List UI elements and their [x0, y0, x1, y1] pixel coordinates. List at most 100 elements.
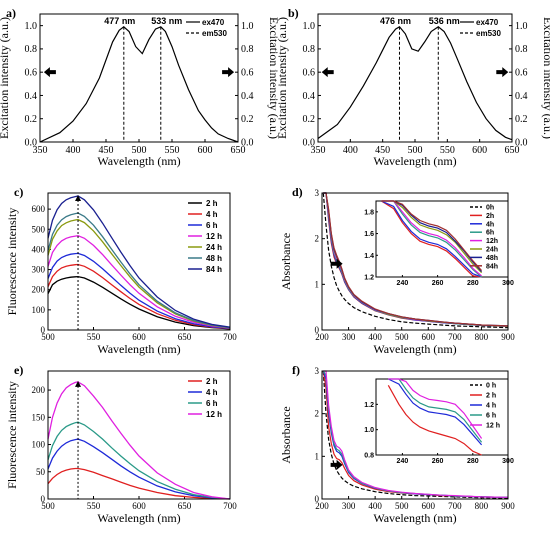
x-tick-label: 350: [311, 145, 326, 156]
panel-e: 500 550 600 650 700 0 50 100 150 200 2 h 4 h 6 h 12 h: [32, 377, 238, 511]
series-line-84h: [47, 195, 231, 328]
x-tick-label: 500: [132, 145, 147, 156]
y-tick-label: 0.2: [25, 114, 38, 125]
y-tick-label: 2: [315, 409, 320, 419]
x-tick-label: 600: [132, 501, 146, 511]
inset-series-line: [381, 200, 483, 274]
legend-label: 4 h: [206, 388, 218, 397]
y-tick-label-right: 0.8: [515, 44, 528, 55]
inset-series-line: [381, 200, 483, 271]
series-line-4h: [47, 438, 231, 500]
inset-x-tick-label: 240: [397, 280, 409, 287]
x-axis-label: Wavelength (nm): [373, 154, 456, 168]
panel-0-labels: Wavelength (nm) Excitation intensity (a.u…: [0, 6, 281, 168]
y-tick-label: 1.0: [25, 21, 38, 32]
x-tick-label: 900: [501, 501, 515, 511]
inset-x-tick-label: 300: [502, 280, 514, 287]
panel-5-labels: Wavelength (nm) Absorbance f): [279, 363, 457, 525]
x-tick-label: 300: [342, 332, 356, 342]
legend-label: 0h: [486, 205, 494, 212]
legend-label: 12h: [486, 238, 498, 245]
y-tick-label: 200: [32, 385, 46, 395]
legend-label: 6 h: [486, 413, 496, 420]
peak-arrowhead-icon: [75, 195, 82, 202]
x-tick-label: 800: [475, 332, 489, 342]
inset-series-line: [381, 200, 483, 273]
series-line-6h: [47, 252, 231, 330]
plot-frame: [47, 370, 231, 500]
inset-y-tick-label: 1.0: [364, 427, 374, 434]
y-tick-label: 0.0: [25, 137, 38, 148]
x-tick-label: 350: [33, 145, 48, 156]
peak-arrowhead-icon: [75, 380, 82, 387]
x-tick-label: 550: [87, 501, 101, 511]
inset-x-tick-label: 280: [467, 458, 479, 465]
inset-x-tick-label: 260: [432, 280, 444, 287]
inset-frame: [375, 378, 509, 456]
legend-label: 4 h: [486, 403, 496, 410]
x-tick-label: 650: [231, 145, 246, 156]
inset-y-tick-label: 0.8: [364, 453, 374, 460]
y-tick-label-right: 0.4: [515, 91, 528, 102]
y-tick-label-right: 1.0: [515, 21, 528, 32]
right-arrow-icon: [496, 67, 509, 78]
legend-label: 48 h: [206, 254, 222, 263]
panel-label: c): [14, 185, 23, 199]
x-axis-label: Wavelength (nm): [97, 511, 180, 525]
y-tick-label-right: 0.0: [241, 137, 254, 148]
x-tick-label: 700: [223, 332, 237, 342]
series-line-84h: [323, 192, 509, 327]
x-tick-label: 600: [472, 145, 487, 156]
inset-series-line: [381, 200, 482, 278]
x-axis-label: Wavelength (nm): [97, 342, 180, 356]
x-tick-label: 900: [501, 332, 515, 342]
inset-y-tick-label: 1.2: [364, 402, 374, 409]
y-tick-label: 0.4: [25, 91, 38, 102]
y-axis-label-right: Excitation intensity (a.u.): [541, 17, 550, 139]
legend-label-em530: em530: [202, 29, 227, 38]
inset-series-line: [388, 378, 483, 443]
legend-label-em530: em530: [476, 29, 501, 38]
series-line-12h: [47, 381, 231, 500]
x-tick-label: 200: [315, 501, 329, 511]
legend-label: 6h: [486, 230, 494, 237]
x-axis-label: Wavelength (nm): [373, 342, 456, 356]
y-tick-label: 600: [32, 204, 46, 214]
y-tick-label: 0.2: [303, 114, 316, 125]
inset-series-line: [388, 378, 483, 439]
y-axis-label-right: Excitation intensity (a.u.): [267, 17, 281, 139]
series-line-2h: [47, 275, 231, 330]
inset-series-line: [381, 200, 482, 278]
inset-x-tick-label: 260: [432, 458, 444, 465]
x-tick-label: 400: [343, 145, 358, 156]
legend-label: 84h: [486, 263, 498, 270]
inset-x-tick-label: 300: [502, 458, 514, 465]
inset-f: 240 260 280 300 0.8 1.0 1.2 0 h 2 h 4 h 6 h 12 h: [364, 378, 514, 465]
inset-x-tick-label: 240: [397, 458, 409, 465]
inset-series-line: [381, 200, 482, 277]
x-tick-label: 300: [342, 501, 356, 511]
series-line-2h: [47, 467, 231, 500]
x-tick-label: 550: [440, 145, 455, 156]
series-line-48h: [47, 212, 231, 329]
y-tick-label: 3: [315, 366, 320, 376]
x-tick-label: 500: [408, 145, 423, 156]
y-tick-label: 400: [32, 244, 46, 254]
y-axis-label: Absorbance: [279, 406, 293, 463]
x-axis-label: Wavelength (nm): [97, 154, 180, 168]
y-tick-label: 0.0: [303, 137, 316, 148]
peak-label: 536 nm: [429, 16, 460, 26]
left-arrow-icon: [321, 67, 334, 78]
x-tick-label: 500: [41, 501, 55, 511]
inset-series-line: [380, 200, 482, 278]
legend-label-ex470: ex470: [202, 18, 225, 27]
legend-label: 2h: [486, 213, 494, 220]
y-tick-label-right: 0.6: [515, 68, 528, 79]
plot-frame: [39, 13, 239, 143]
x-tick-label: 700: [448, 501, 462, 511]
legend-label: 2 h: [486, 393, 496, 400]
